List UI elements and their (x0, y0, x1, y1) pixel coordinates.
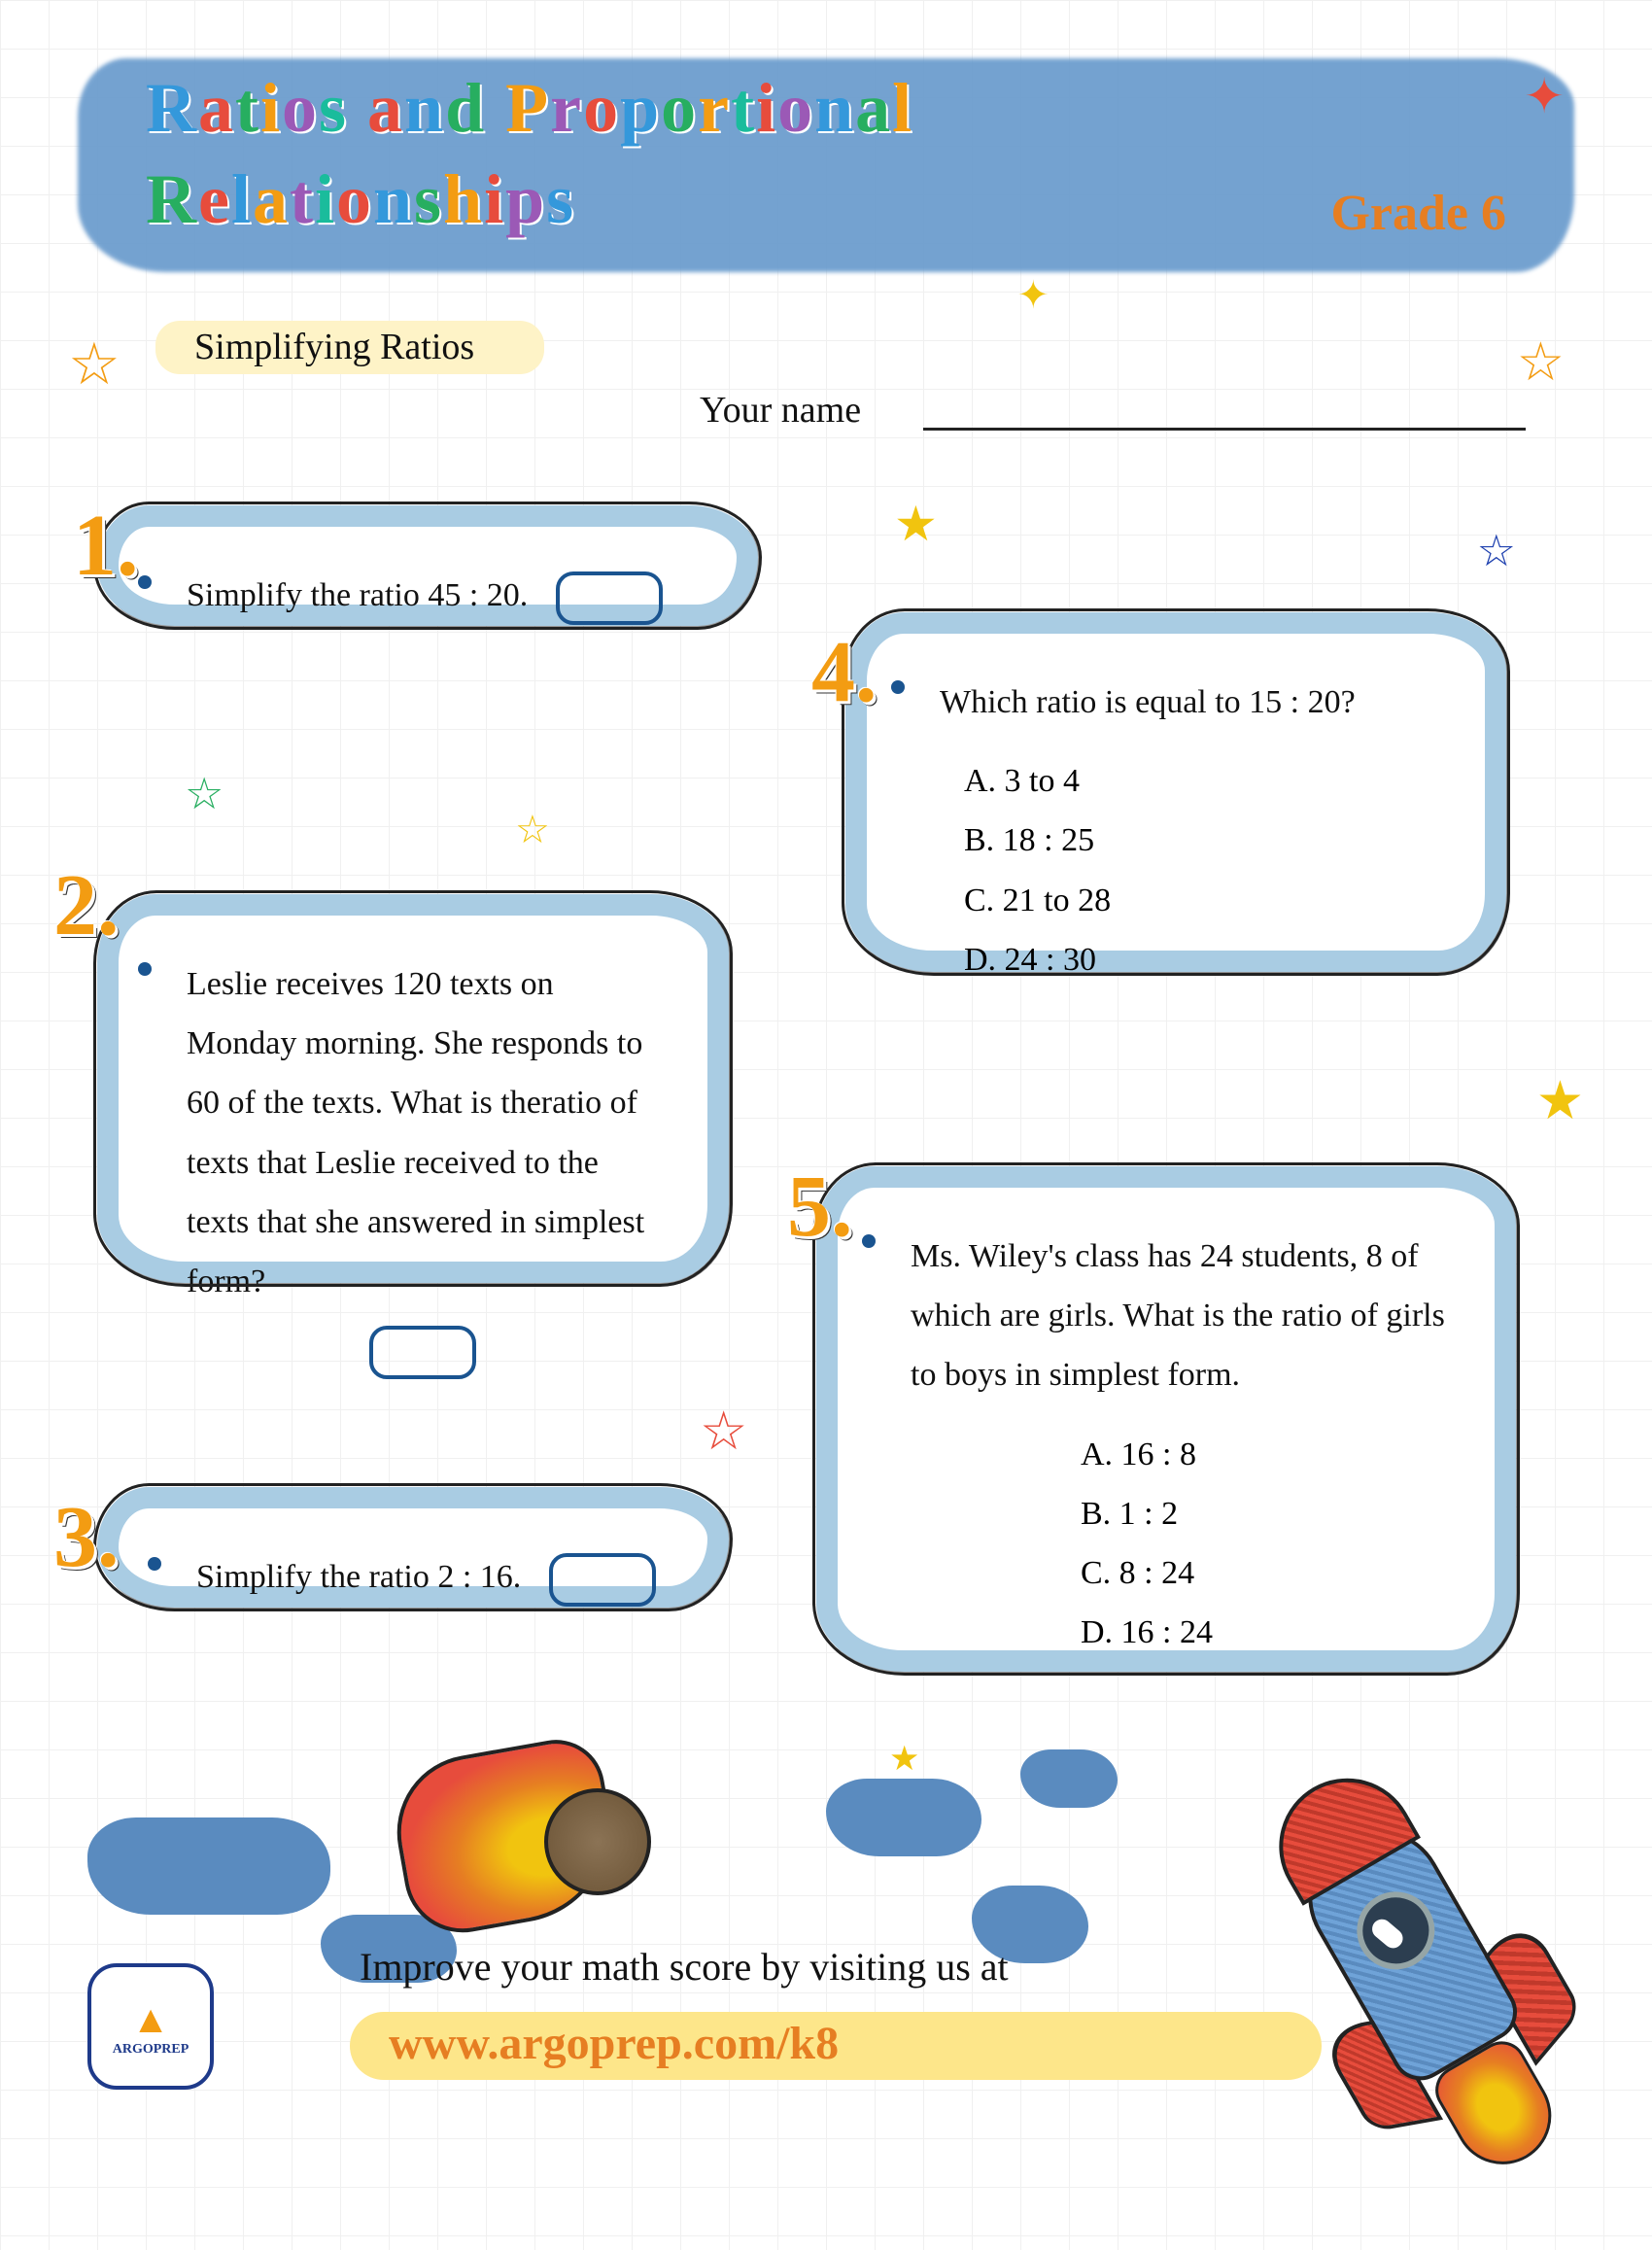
question-4-cloud: Which ratio is equal to 15 : 20? A. 3 to… (845, 612, 1506, 972)
grade-label: Grade 6 (1330, 185, 1506, 242)
star-icon: ★ (894, 496, 938, 552)
star-icon: ✦ (1524, 68, 1565, 124)
bullet-icon (138, 575, 152, 589)
bullet-icon (862, 1234, 876, 1248)
star-icon: ☆ (185, 768, 224, 819)
argoprep-logo: ARGOPREP (87, 1963, 214, 2090)
star-icon: ★ (889, 1740, 919, 1779)
question-5-options: A. 16 : 8 B. 1 : 2 C. 8 : 24 D. 16 : 24 (1081, 1425, 1446, 1663)
question-number-3: 3. (53, 1487, 120, 1587)
question-number-2: 2. (53, 855, 120, 955)
star-icon: ☆ (68, 330, 120, 398)
q4-option-a[interactable]: A. 3 to 4 (964, 751, 1436, 811)
question-4-options: A. 3 to 4 B. 18 : 25 C. 21 to 28 D. 24 :… (964, 751, 1436, 989)
q5-option-a[interactable]: A. 16 : 8 (1081, 1425, 1446, 1484)
question-4-text: Which ratio is equal to 15 : 20? (940, 673, 1436, 732)
star-icon: ☆ (1477, 525, 1516, 576)
question-2-cloud: Leslie receives 120 texts on Monday morn… (97, 894, 729, 1283)
star-icon: ☆ (700, 1400, 747, 1462)
question-number-4: 4. (811, 622, 878, 722)
question-3-text: Simplify the ratio 2 : 16. (196, 1547, 659, 1607)
question-number-1: 1. (73, 496, 139, 596)
question-5-cloud: Ms. Wiley's class has 24 students, 8 of … (816, 1166, 1516, 1672)
question-3-cloud: Simplify the ratio 2 : 16. (97, 1487, 729, 1608)
bullet-icon (138, 962, 152, 976)
rocket-icon (1144, 1669, 1652, 2199)
cloud-blob-icon (87, 1817, 330, 1915)
q5-option-d[interactable]: D. 16 : 24 (1081, 1603, 1446, 1662)
q4-option-b[interactable]: B. 18 : 25 (964, 811, 1436, 870)
q4-option-d[interactable]: D. 24 : 30 (964, 930, 1436, 989)
answer-box-2[interactable] (369, 1326, 476, 1379)
q5-option-b[interactable]: B. 1 : 2 (1081, 1484, 1446, 1543)
footer-link[interactable]: www.argoprep.com/k8 (389, 2017, 839, 2070)
footer-text: Improve your math score by visiting us a… (360, 1944, 1009, 1990)
question-5-text: Ms. Wiley's class has 24 students, 8 of … (911, 1227, 1446, 1405)
page-title: Ratios and Proportional Relationships (146, 63, 913, 245)
name-input-line[interactable] (923, 428, 1526, 431)
cloud-blob-icon (1020, 1749, 1118, 1808)
question-1-text: Simplify the ratio 45 : 20. (187, 566, 688, 625)
question-number-5: 5. (787, 1157, 853, 1257)
bullet-icon (148, 1557, 161, 1571)
name-label: Your name (700, 389, 861, 432)
question-2-text: Leslie receives 120 texts on Monday morn… (187, 954, 659, 1311)
star-icon: ☆ (1517, 330, 1565, 393)
bullet-icon (891, 680, 905, 694)
q4-option-c[interactable]: C. 21 to 28 (964, 871, 1436, 930)
star-icon: ☆ (515, 807, 550, 852)
q5-option-c[interactable]: C. 8 : 24 (1081, 1543, 1446, 1603)
star-icon: ★ (1536, 1069, 1584, 1131)
subtitle: Simplifying Ratios (194, 326, 474, 368)
cloud-blob-icon (826, 1779, 981, 1856)
question-1-cloud: Simplify the ratio 45 : 20. (97, 505, 758, 626)
star-icon: ✦ (1016, 272, 1050, 318)
answer-box-3[interactable] (549, 1553, 656, 1607)
answer-box-1[interactable] (556, 571, 663, 625)
